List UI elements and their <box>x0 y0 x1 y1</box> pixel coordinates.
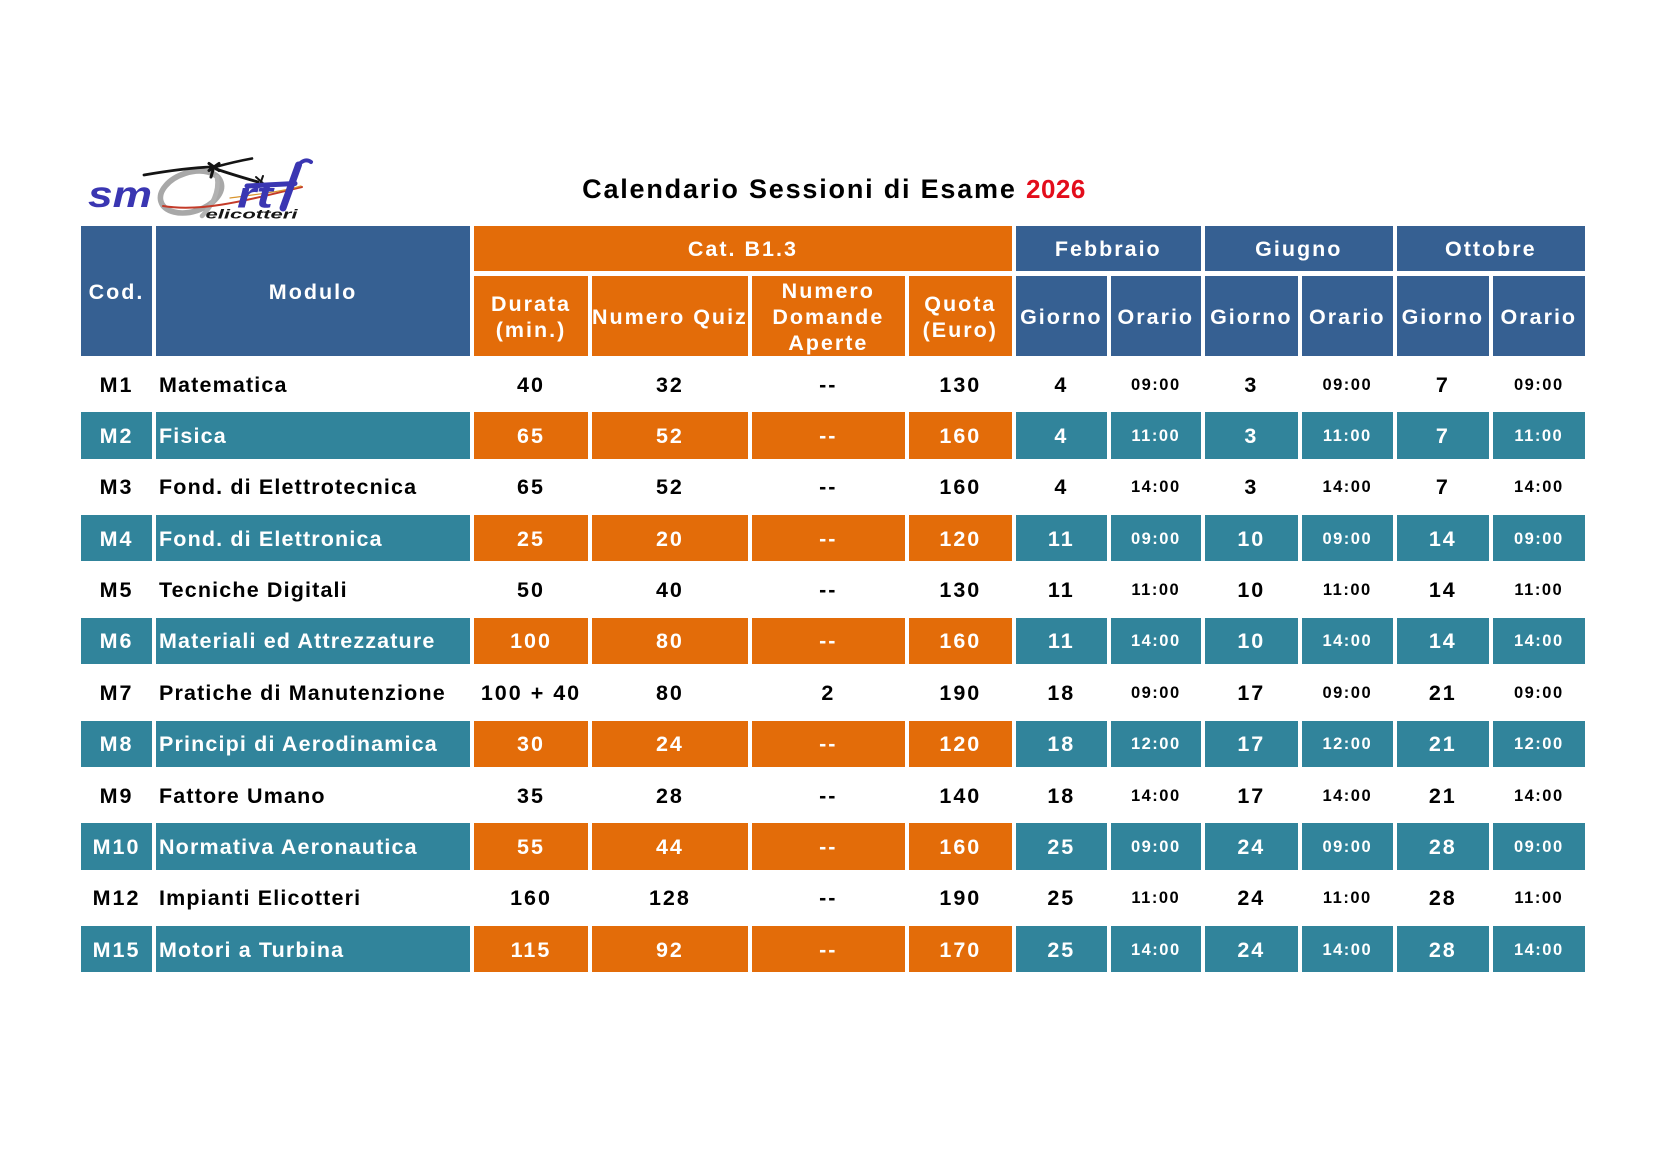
svg-text:sm: sm <box>88 174 152 215</box>
svg-text:elicotteri: elicotteri <box>206 207 299 222</box>
svg-text:rt: rt <box>237 175 275 216</box>
